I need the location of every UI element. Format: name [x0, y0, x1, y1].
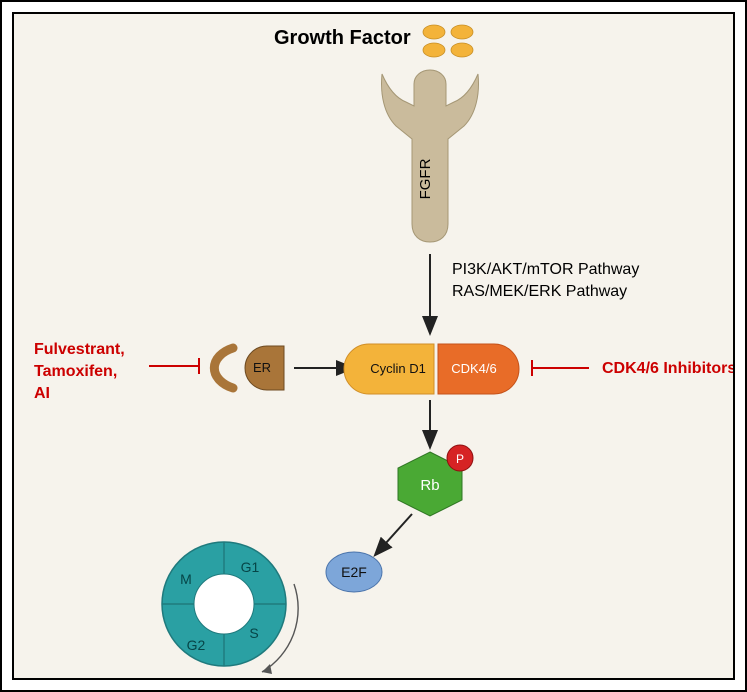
outer-frame: Growth Factor FGFR PI3K/AKT/mTOR Pathway…: [0, 0, 747, 692]
er-label: ER: [253, 360, 271, 375]
fgfr-label: FGFR: [417, 158, 434, 199]
growth-factor-label: Growth Factor: [274, 27, 411, 49]
p-label: P: [456, 452, 464, 466]
pathway-diagram: Growth Factor FGFR PI3K/AKT/mTOR Pathway…: [14, 14, 735, 680]
cell-cycle-s: S: [249, 625, 258, 641]
cell-cycle-m: M: [180, 571, 192, 587]
e2f-node: E2F: [326, 552, 382, 592]
cyclin-cdk-complex: Cyclin D1 CDK4/6: [344, 344, 519, 394]
e2f-label: E2F: [341, 564, 367, 580]
drug-fulvestrant: Fulvestrant,: [34, 341, 125, 358]
cell-cycle-g1: G1: [241, 559, 260, 575]
drug-tamoxifen: Tamoxifen,: [34, 363, 117, 380]
drug-ai: AI: [34, 385, 50, 402]
cdk-label: CDK4/6: [451, 361, 497, 376]
cyclin-label: Cyclin D1: [370, 361, 426, 376]
cell-cycle-g2: G2: [187, 637, 206, 653]
pathway-line1: PI3K/AKT/mTOR Pathway: [452, 261, 639, 278]
diagram-canvas: Growth Factor FGFR PI3K/AKT/mTOR Pathway…: [12, 12, 735, 680]
rb-label: Rb: [420, 477, 439, 494]
pathway-line2: RAS/MEK/ERK Pathway: [452, 283, 627, 300]
cdk46-inhibitors-label: CDK4/6 Inhibitors: [602, 360, 735, 377]
